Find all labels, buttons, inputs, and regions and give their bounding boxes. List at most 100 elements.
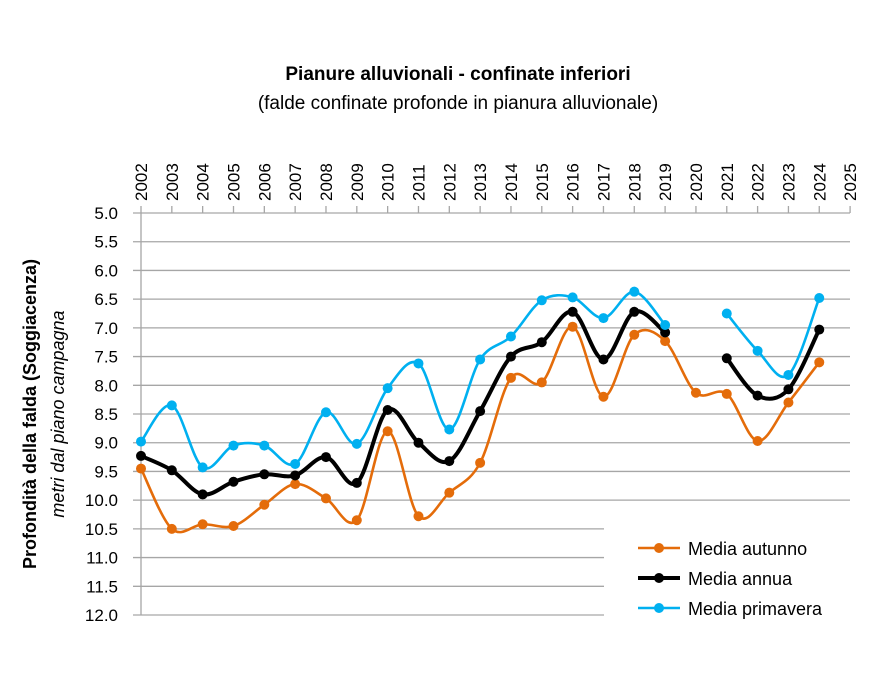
series-media-primavera [136, 286, 825, 473]
x-tick-label: 2017 [594, 163, 613, 201]
data-point [228, 440, 239, 451]
x-tick-label: 2005 [224, 163, 243, 201]
data-point [136, 463, 146, 474]
data-point [259, 499, 270, 510]
y-tick-label: 11.5 [86, 577, 118, 596]
x-tick-label: 2015 [533, 163, 552, 201]
x-tick-label: 2021 [718, 163, 737, 201]
x-tick-label: 2020 [687, 163, 706, 201]
y-tick-label: 9.5 [94, 462, 118, 481]
data-point [752, 345, 763, 356]
legend-marker [654, 543, 664, 553]
data-point [814, 292, 825, 303]
data-point [320, 407, 331, 418]
data-point [752, 390, 763, 401]
data-point [382, 426, 393, 437]
chart-title: Pianure alluvionali - confinate inferior… [285, 64, 630, 85]
series-media-autunno [136, 321, 825, 534]
data-point [505, 351, 516, 362]
data-point [351, 515, 362, 526]
data-point [567, 321, 578, 332]
data-point [166, 523, 177, 534]
data-point [783, 384, 794, 395]
data-point [444, 424, 455, 435]
data-point [320, 493, 331, 504]
data-point [721, 308, 732, 319]
y-tick-label: 12.0 [85, 606, 118, 625]
data-point [444, 456, 455, 467]
data-point [382, 404, 393, 415]
x-tick-label: 2009 [348, 163, 367, 201]
data-point [629, 286, 640, 297]
data-point [721, 353, 732, 364]
y-tick-label: 10.0 [85, 491, 118, 510]
data-point [290, 470, 301, 481]
data-point [382, 383, 393, 394]
data-point [136, 450, 146, 461]
y-tick-label: 5.0 [94, 204, 118, 223]
y-tick-label: 5.5 [94, 233, 118, 252]
data-point [320, 452, 331, 463]
data-point [475, 457, 486, 468]
x-tick-label: 2018 [625, 163, 644, 201]
x-tick-label: 2010 [379, 163, 398, 201]
x-tick-label: 2014 [502, 163, 521, 201]
legend-marker [654, 603, 664, 613]
data-point [783, 369, 794, 380]
y-tick-label: 8.5 [94, 405, 118, 424]
data-point [351, 438, 362, 449]
y-axis-label: Profondità della falda (Soggiacenza) [20, 259, 40, 569]
data-point [660, 319, 671, 330]
data-point [136, 436, 146, 447]
data-point [197, 489, 208, 500]
legend: Media autunno Media annua Media primavera [604, 527, 860, 627]
data-point [475, 354, 486, 365]
data-point [690, 387, 701, 398]
data-point [752, 435, 763, 446]
x-tick-label: 2013 [471, 163, 490, 201]
x-tick-label: 2008 [317, 163, 336, 201]
x-tick-label: 2016 [564, 163, 583, 201]
data-point [505, 372, 516, 383]
y-tick-label: 9.0 [94, 434, 118, 453]
data-point [721, 388, 732, 399]
x-tick-label: 2023 [779, 163, 798, 201]
legend-label: Media annua [688, 569, 793, 589]
y-tick-label: 10.5 [85, 520, 118, 539]
data-point [598, 354, 609, 365]
y-axis-sublabel: metri dal piano campagna [48, 310, 68, 517]
data-point [444, 487, 455, 498]
data-point [259, 440, 270, 451]
y-tick-label: 7.0 [94, 319, 118, 338]
data-point [228, 520, 239, 531]
data-point [505, 331, 516, 342]
data-point [228, 476, 239, 487]
legend-label: Media autunno [688, 539, 807, 559]
x-tick-label: 2012 [440, 163, 459, 201]
y-tick-label: 11.0 [86, 549, 118, 568]
data-point [598, 313, 609, 324]
y-tick-label: 6.0 [94, 261, 118, 280]
series-line [725, 328, 822, 401]
data-point [629, 306, 640, 317]
series-line [139, 290, 667, 470]
data-point [475, 406, 486, 417]
legend-label: Media primavera [688, 599, 823, 619]
x-tick-label: 2003 [163, 163, 182, 201]
x-tick-label: 2011 [409, 164, 428, 201]
data-point [290, 479, 301, 490]
data-point [197, 462, 208, 473]
x-tick-label: 2002 [132, 163, 151, 201]
series-line [725, 297, 821, 379]
data-point [567, 292, 578, 303]
data-point [197, 519, 208, 530]
data-point [290, 458, 301, 469]
data-point [660, 327, 671, 338]
data-point [814, 357, 825, 368]
data-point [814, 324, 825, 335]
x-tick-label: 2024 [810, 163, 829, 201]
legend-marker [654, 573, 664, 583]
data-point [783, 397, 794, 408]
data-point [598, 391, 609, 402]
data-point [259, 469, 270, 480]
